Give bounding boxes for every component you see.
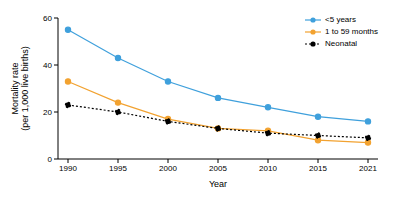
svg-text:60: 60 [43, 14, 52, 23]
svg-text:1990: 1990 [59, 164, 77, 173]
html-text:Neonatal: Neonatal [325, 39, 358, 48]
html-text:<5 years: <5 years [325, 15, 356, 24]
svg-text:Mortality rate(per 1,000 live: Mortality rate(per 1,000 live births) [10, 46, 30, 131]
svg-text:20: 20 [43, 108, 52, 117]
svg-text:2021: 2021 [359, 164, 377, 173]
svg-text:40: 40 [43, 61, 52, 70]
svg-text:1995: 1995 [109, 164, 127, 173]
svg-text:Year: Year [209, 179, 227, 189]
svg-text:2015: 2015 [309, 164, 327, 173]
svg-text:2010: 2010 [259, 164, 277, 173]
svg-text:0: 0 [48, 155, 53, 164]
svg-text:2005: 2005 [209, 164, 227, 173]
svg-text:2000: 2000 [159, 164, 177, 173]
html-text:1 to 59 months: 1 to 59 months [325, 27, 378, 36]
